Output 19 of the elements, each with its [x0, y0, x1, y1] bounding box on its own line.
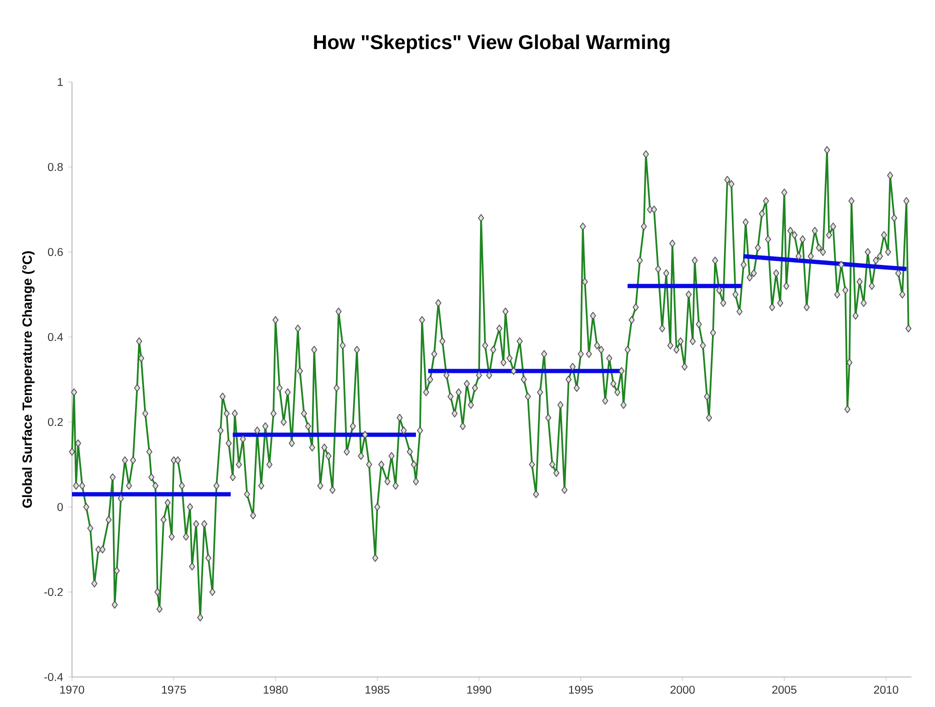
y-tick-label: 0.8	[48, 162, 63, 171]
x-tick-label: 1980	[264, 686, 288, 694]
x-tick-label: 1970	[60, 686, 84, 694]
y-tick-label: 0.4	[48, 332, 63, 342]
x-tick-label: 2005	[772, 686, 796, 694]
y-tick-label: 0.2	[48, 418, 63, 426]
y-axis-title: Global Surface Temperature Change (°C)	[22, 251, 35, 508]
y-tick-label: -0.4	[44, 672, 63, 682]
x-tick-label: 2000	[670, 686, 695, 694]
x-tick-label: 1990	[467, 686, 492, 694]
y-tick-label: 0	[57, 502, 63, 512]
x-tick-label: 1995	[569, 686, 593, 694]
x-tick-label: 1975	[162, 686, 186, 694]
x-tick-label: 1985	[366, 686, 390, 694]
y-tick-label: -0.2	[44, 588, 63, 596]
chart-title: How "Skeptics" View Global Warming	[314, 34, 670, 54]
x-tick-label: 2010	[874, 686, 898, 694]
y-tick-label: 0.6	[48, 248, 63, 256]
y-tick-label: 1	[58, 78, 63, 86]
